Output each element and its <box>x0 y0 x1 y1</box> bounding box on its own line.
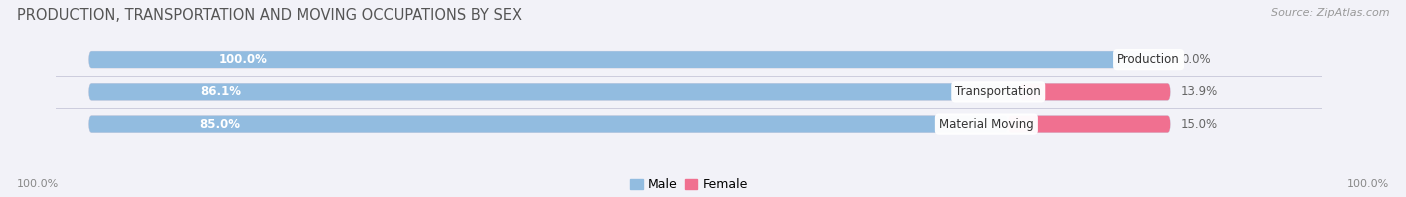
Text: 100.0%: 100.0% <box>1347 179 1389 189</box>
Text: 13.9%: 13.9% <box>1181 85 1218 98</box>
Text: 100.0%: 100.0% <box>218 53 267 66</box>
Text: Source: ZipAtlas.com: Source: ZipAtlas.com <box>1271 8 1389 18</box>
Text: 0.0%: 0.0% <box>1181 53 1211 66</box>
Text: 15.0%: 15.0% <box>1181 118 1218 131</box>
FancyBboxPatch shape <box>89 116 1008 133</box>
FancyBboxPatch shape <box>89 116 1170 133</box>
FancyBboxPatch shape <box>89 84 1170 100</box>
FancyBboxPatch shape <box>1019 84 1170 100</box>
Text: PRODUCTION, TRANSPORTATION AND MOVING OCCUPATIONS BY SEX: PRODUCTION, TRANSPORTATION AND MOVING OC… <box>17 8 522 23</box>
FancyBboxPatch shape <box>89 51 1170 68</box>
Text: 100.0%: 100.0% <box>17 179 59 189</box>
FancyBboxPatch shape <box>1008 116 1170 133</box>
Text: 85.0%: 85.0% <box>200 118 240 131</box>
Text: Production: Production <box>1118 53 1180 66</box>
Text: 86.1%: 86.1% <box>201 85 242 98</box>
FancyBboxPatch shape <box>89 84 1019 100</box>
Text: Transportation: Transportation <box>956 85 1040 98</box>
Text: Material Moving: Material Moving <box>939 118 1033 131</box>
Legend: Male, Female: Male, Female <box>630 178 748 191</box>
FancyBboxPatch shape <box>89 51 1170 68</box>
